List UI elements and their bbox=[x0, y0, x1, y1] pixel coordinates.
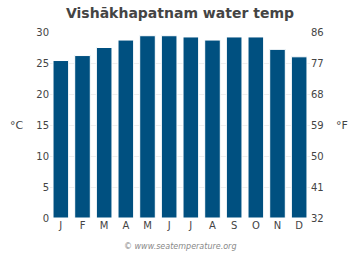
svg-text:Vishākhapatnam water temp: Vishākhapatnam water temp bbox=[66, 5, 294, 21]
svg-text:32: 32 bbox=[311, 213, 324, 224]
svg-text:A: A bbox=[122, 220, 129, 231]
svg-text:10: 10 bbox=[36, 151, 49, 162]
svg-text:J: J bbox=[58, 220, 62, 231]
svg-text:F: F bbox=[80, 220, 86, 231]
svg-text:68: 68 bbox=[311, 89, 324, 100]
svg-text:M: M bbox=[100, 220, 109, 231]
svg-text:M: M bbox=[143, 220, 152, 231]
svg-text:© www.seatemperature.org: © www.seatemperature.org bbox=[124, 242, 236, 251]
svg-text:86: 86 bbox=[311, 27, 324, 38]
svg-text:O: O bbox=[252, 220, 260, 231]
svg-text:20: 20 bbox=[36, 89, 49, 100]
svg-text:D: D bbox=[295, 220, 303, 231]
svg-text:A: A bbox=[209, 220, 216, 231]
svg-text:59: 59 bbox=[311, 120, 324, 131]
svg-text:15: 15 bbox=[36, 120, 49, 131]
svg-text:50: 50 bbox=[311, 151, 324, 162]
svg-text:30: 30 bbox=[36, 27, 49, 38]
svg-text:°C: °C bbox=[10, 119, 24, 132]
svg-text:°F: °F bbox=[336, 119, 348, 132]
svg-text:N: N bbox=[274, 220, 281, 231]
svg-text:J: J bbox=[188, 220, 192, 231]
svg-text:5: 5 bbox=[43, 182, 49, 193]
svg-text:77: 77 bbox=[311, 58, 324, 69]
svg-text:25: 25 bbox=[36, 58, 49, 69]
svg-text:S: S bbox=[231, 220, 237, 231]
svg-text:0: 0 bbox=[43, 213, 49, 224]
svg-text:J: J bbox=[167, 220, 171, 231]
svg-text:41: 41 bbox=[311, 182, 324, 193]
